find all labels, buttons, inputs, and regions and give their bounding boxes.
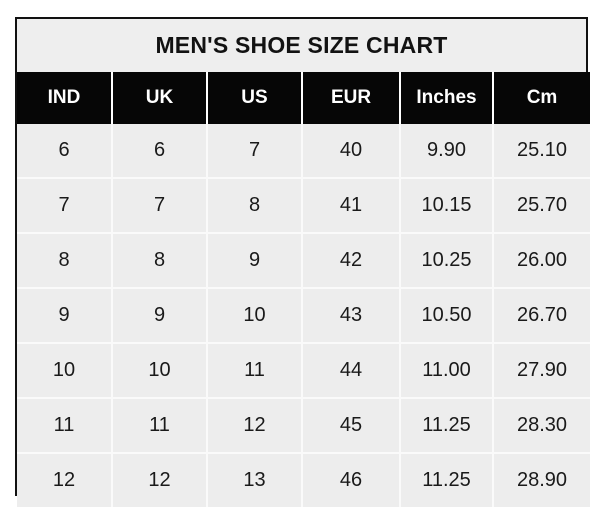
table-row: 8 8 9 42 10.25 26.00 <box>17 233 590 289</box>
cell-uk: 10 <box>112 343 208 399</box>
column-header-inches: Inches <box>400 72 494 124</box>
cell-us: 11 <box>207 343 303 399</box>
cell-ind: 7 <box>17 178 113 234</box>
page-title: MEN'S SHOE SIZE CHART <box>17 19 586 72</box>
cell-eur: 42 <box>302 233 401 289</box>
cell-ind: 11 <box>17 398 113 454</box>
cell-inches: 9.90 <box>400 124 494 179</box>
cell-uk: 7 <box>112 178 208 234</box>
cell-cm: 26.70 <box>493 288 590 344</box>
cell-cm: 25.70 <box>493 178 590 234</box>
table-row: 9 9 10 43 10.50 26.70 <box>17 288 590 344</box>
cell-us: 10 <box>207 288 303 344</box>
column-header-eur: EUR <box>302 72 401 124</box>
cell-ind: 12 <box>17 453 113 507</box>
cell-cm: 28.90 <box>493 453 590 507</box>
column-header-cm: Cm <box>493 72 590 124</box>
cell-uk: 11 <box>112 398 208 454</box>
cell-cm: 28.30 <box>493 398 590 454</box>
cell-cm: 26.00 <box>493 233 590 289</box>
cell-eur: 45 <box>302 398 401 454</box>
shoe-size-table: IND UK US EUR Inches Cm 6 6 7 40 9.90 25… <box>17 72 590 507</box>
cell-us: 12 <box>207 398 303 454</box>
size-chart-frame: MEN'S SHOE SIZE CHART IND UK US EUR Inch… <box>15 17 590 507</box>
cell-uk: 12 <box>112 453 208 507</box>
cell-cm: 25.10 <box>493 124 590 179</box>
table-header: IND UK US EUR Inches Cm <box>17 72 590 124</box>
cell-eur: 43 <box>302 288 401 344</box>
table-row: 6 6 7 40 9.90 25.10 <box>17 124 590 179</box>
cell-inches: 11.00 <box>400 343 494 399</box>
cell-eur: 41 <box>302 178 401 234</box>
column-header-uk: UK <box>112 72 208 124</box>
cell-us: 8 <box>207 178 303 234</box>
table-row: 10 10 11 44 11.00 27.90 <box>17 343 590 399</box>
cell-inches: 10.25 <box>400 233 494 289</box>
table-row: 12 12 13 46 11.25 28.90 <box>17 453 590 507</box>
cell-us: 9 <box>207 233 303 289</box>
cell-eur: 46 <box>302 453 401 507</box>
cell-inches: 10.15 <box>400 178 494 234</box>
cell-ind: 9 <box>17 288 113 344</box>
cell-uk: 9 <box>112 288 208 344</box>
cell-ind: 10 <box>17 343 113 399</box>
cell-us: 7 <box>207 124 303 179</box>
cell-uk: 8 <box>112 233 208 289</box>
cell-eur: 40 <box>302 124 401 179</box>
cell-eur: 44 <box>302 343 401 399</box>
cell-inches: 11.25 <box>400 398 494 454</box>
cell-cm: 27.90 <box>493 343 590 399</box>
cell-inches: 11.25 <box>400 453 494 507</box>
column-header-ind: IND <box>17 72 113 124</box>
table-body: 6 6 7 40 9.90 25.10 7 7 8 41 10.15 25.70… <box>17 124 590 507</box>
cell-ind: 6 <box>17 124 113 179</box>
table-row: 11 11 12 45 11.25 28.30 <box>17 398 590 454</box>
cell-ind: 8 <box>17 233 113 289</box>
table-row: 7 7 8 41 10.15 25.70 <box>17 178 590 234</box>
column-header-us: US <box>207 72 303 124</box>
cell-us: 13 <box>207 453 303 507</box>
cell-inches: 10.50 <box>400 288 494 344</box>
table-header-row: IND UK US EUR Inches Cm <box>17 72 590 124</box>
cell-uk: 6 <box>112 124 208 179</box>
